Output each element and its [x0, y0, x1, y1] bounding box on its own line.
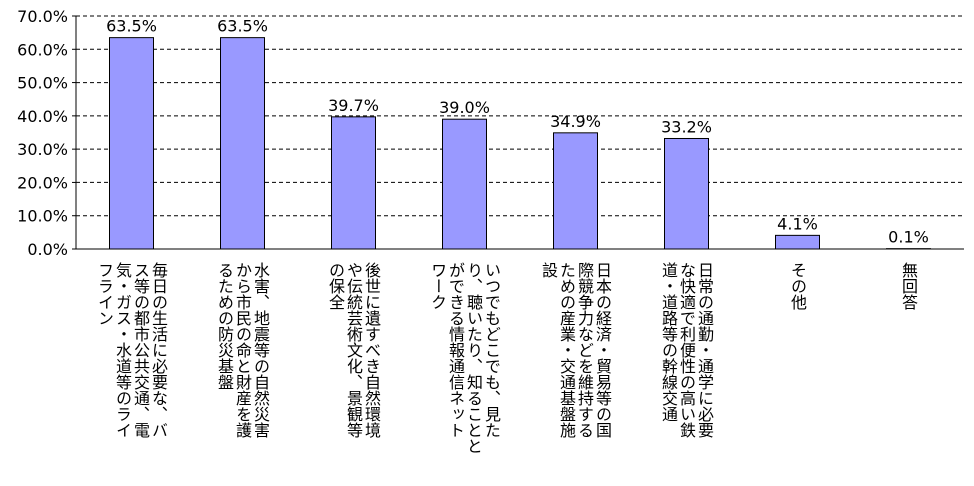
axes: [75, 16, 964, 250]
category-label-column: ワーク: [428, 262, 447, 310]
category-label-column: り、聴いたり、知ることと: [464, 262, 483, 454]
y-tick-label: 50.0%: [17, 74, 68, 93]
data-label: 34.9%: [550, 112, 601, 131]
y-tick-label: 70.0%: [17, 7, 68, 26]
bar: [109, 37, 154, 250]
y-tick-label: 40.0%: [17, 107, 68, 126]
category-label-column: 設: [539, 262, 558, 278]
data-label: 4.1%: [777, 214, 818, 233]
bar: [553, 132, 598, 250]
category-label-column: から市民の命と財産を護: [233, 262, 252, 438]
bar: [775, 234, 820, 250]
y-tick-label: 20.0%: [17, 173, 68, 192]
category-label-column: るための防災基盤: [215, 262, 234, 390]
y-tick-label: 30.0%: [17, 140, 68, 159]
category-label-column: 日常の通勤・通学に必要: [695, 262, 714, 439]
y-tick-label: 10.0%: [17, 207, 68, 226]
category-label-column: ための産業・交通基盤施: [557, 262, 576, 439]
category-label-column: 水害、地震等の自然災害: [251, 262, 270, 438]
y-tick-label: 60.0%: [17, 40, 68, 59]
bar: [442, 118, 487, 250]
category-label: 無回答: [899, 262, 918, 310]
data-label: 63.5%: [106, 17, 157, 36]
category-label-column: 道・道路等の幹線交通: [659, 262, 678, 422]
bars: [109, 37, 931, 250]
category-label-column: ができる情報通信ネット: [446, 262, 465, 438]
category-label-column: や伝統芸術文化、景観等: [344, 262, 363, 438]
data-label: 39.7%: [328, 96, 379, 115]
category-label: その他: [788, 262, 807, 311]
category-label-column: ス等の都市公共交通、電: [131, 262, 150, 438]
data-label: 0.1%: [888, 228, 929, 247]
data-label: 33.2%: [661, 117, 712, 136]
category-label-column: 際競争力などを維持する: [575, 262, 594, 438]
y-tick-label: 0.0%: [27, 240, 68, 259]
category-label-column: 毎日の生活に必要な、バ: [149, 262, 168, 438]
category-label-column: の保全: [326, 262, 345, 310]
y-axis-ticks: 0.0% 10.0% 20.0% 30.0% 40.0% 50.0% 60.0% 70.0%: [17, 7, 76, 259]
bar: [220, 37, 265, 250]
category-label-column: 後世に遺すべき自然環境: [362, 262, 381, 439]
category-label-column: 日本の経済・貿易等の国: [593, 262, 612, 438]
category-label-column: フライン: [95, 262, 114, 326]
category-label-column: いつでもどこでも、見た: [482, 262, 501, 438]
category-label-column: 気・ガス・水道等のライ: [113, 262, 132, 438]
category-label-column: 無回答: [899, 262, 918, 310]
category-label-column: その他: [788, 262, 807, 311]
data-labels: 63.5% 63.5% 39.7% 39.0% 34.9% 33.2% 4.1% 0.1%: [106, 17, 929, 247]
data-label: 39.0%: [439, 98, 490, 117]
data-label: 63.5%: [217, 17, 268, 36]
bar: [664, 137, 709, 250]
gridlines: [76, 15, 964, 217]
category-label-column: な快適で利便性の高い鉄: [677, 262, 696, 438]
bar: [331, 116, 376, 250]
